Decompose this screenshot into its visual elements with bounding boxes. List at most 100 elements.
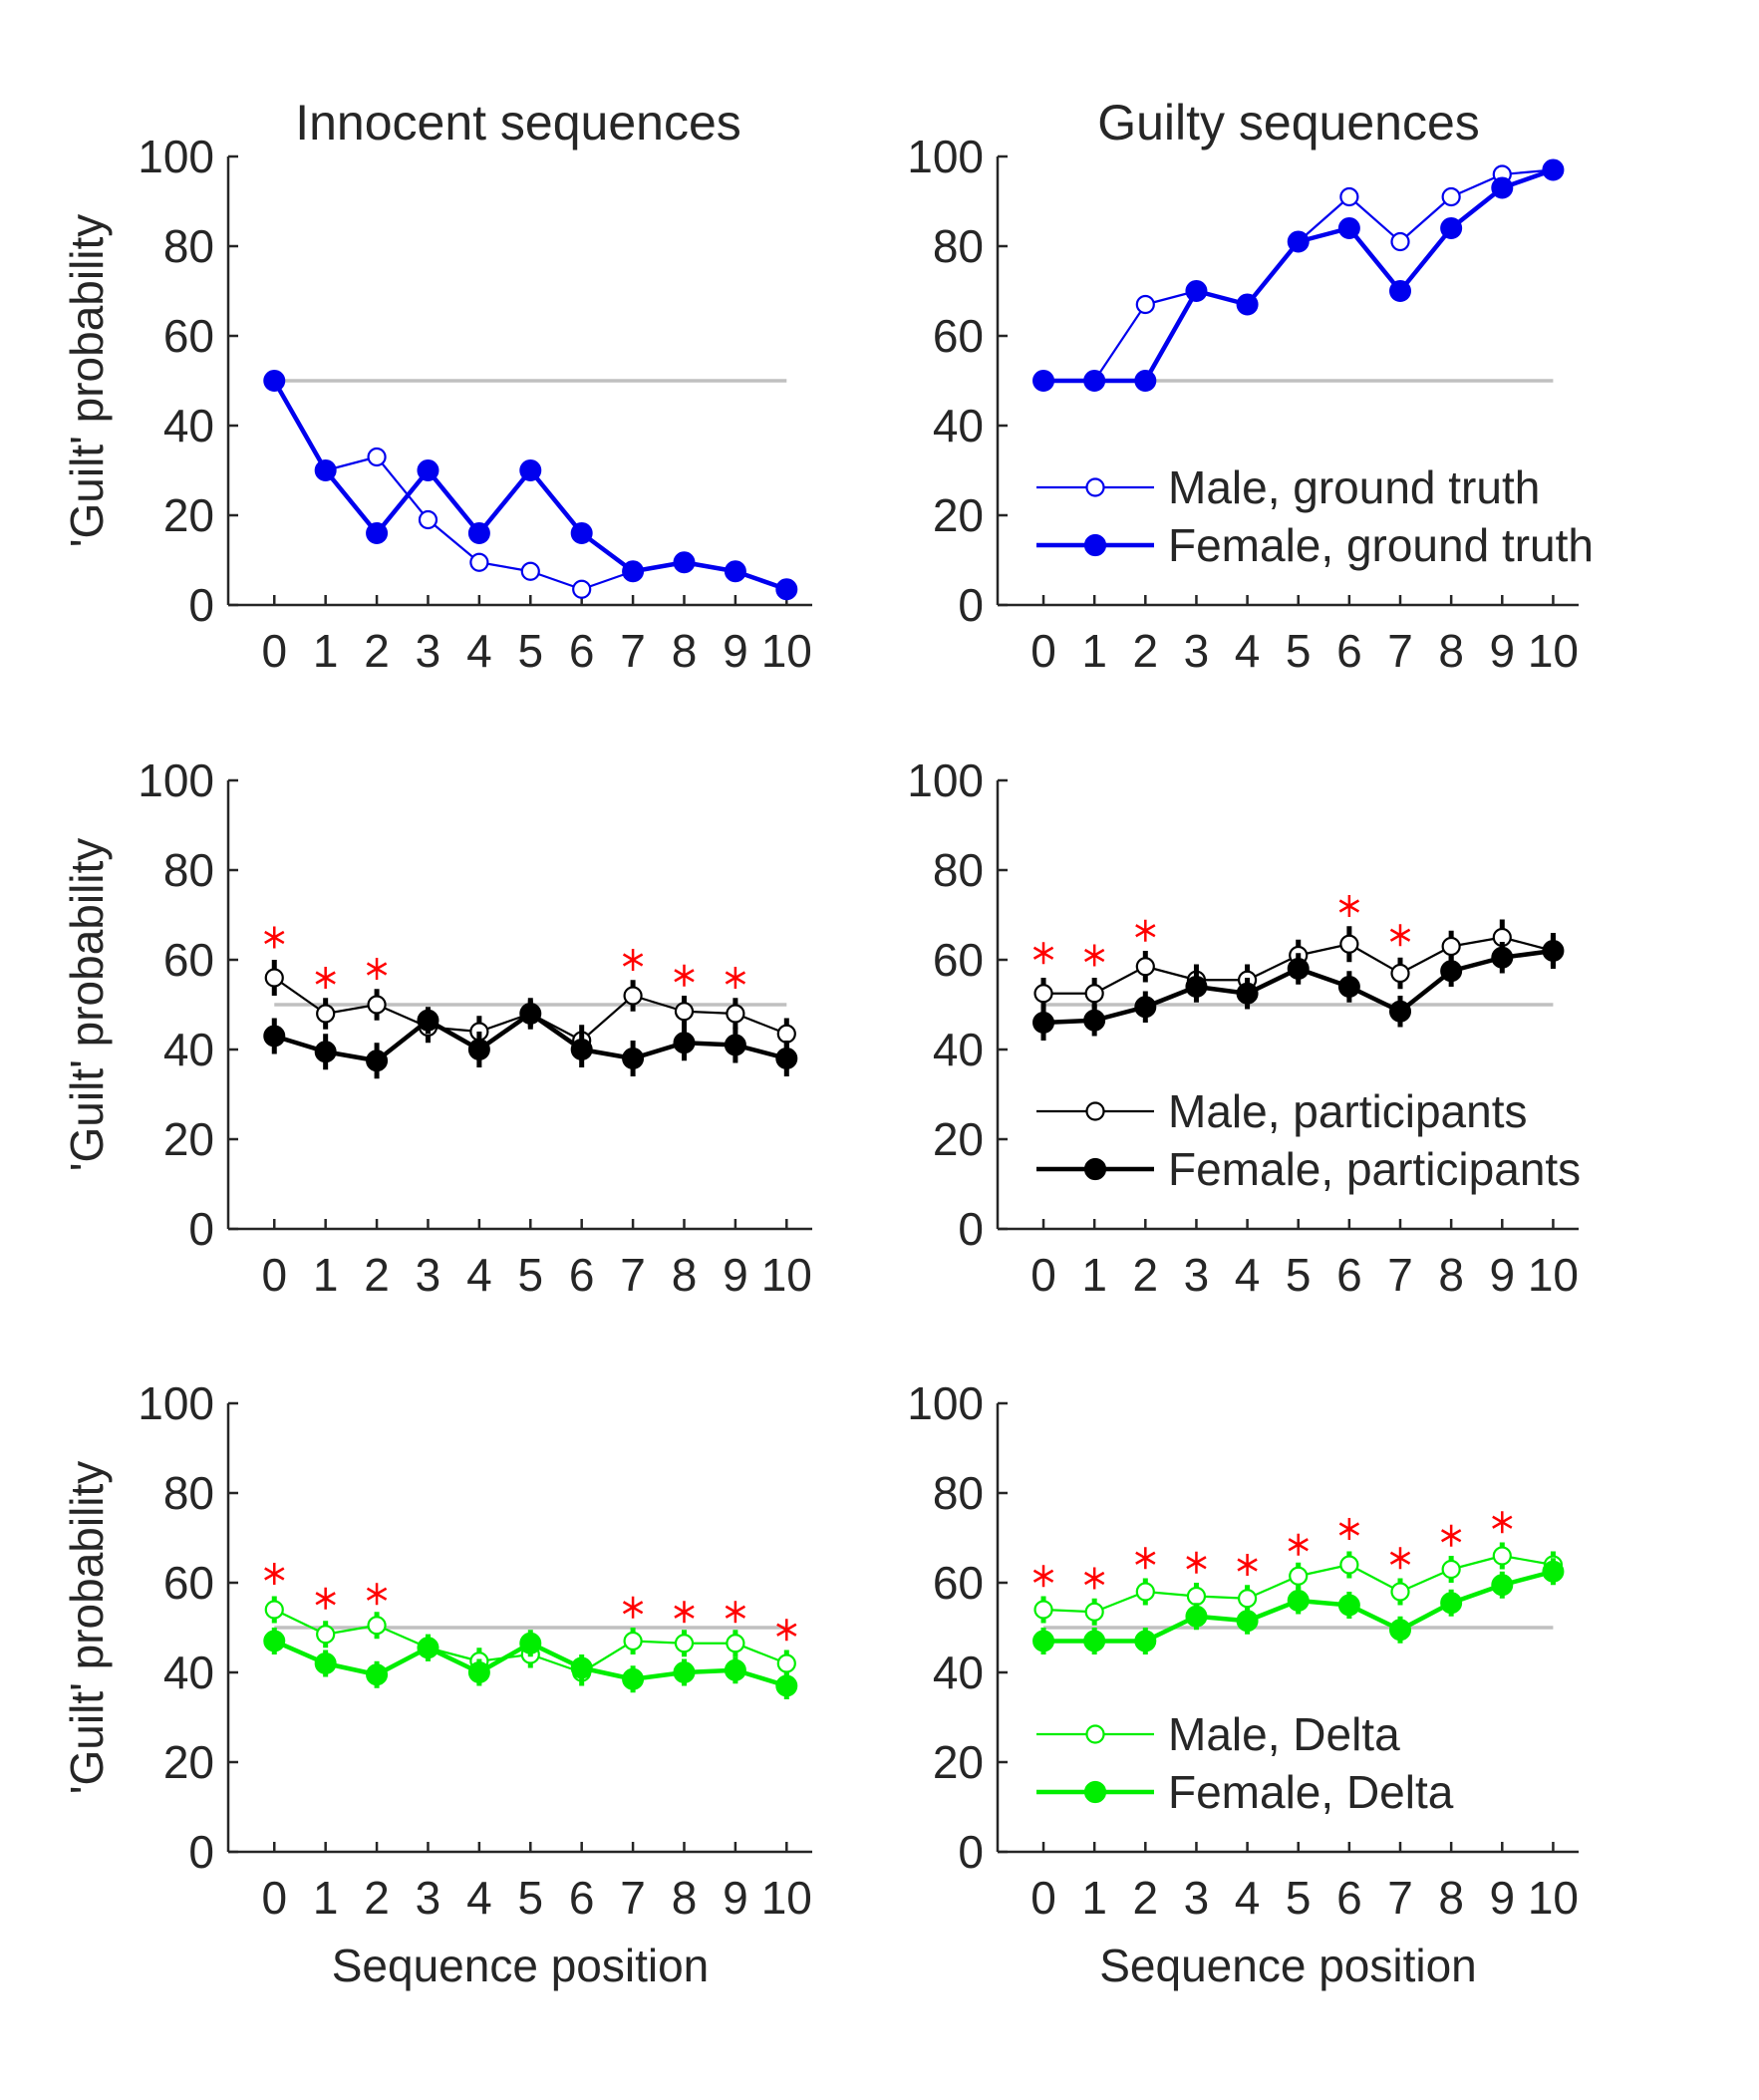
- legend-label: Male, participants: [1168, 1085, 1528, 1137]
- significance-asterisk: [674, 1601, 695, 1624]
- significance-asterisk: [315, 1587, 336, 1610]
- x-tick-label: 1: [1081, 1249, 1107, 1301]
- data-point: [775, 1048, 798, 1069]
- significance-asterisk: [315, 967, 336, 989]
- data-point: [467, 1661, 490, 1683]
- significance-asterisk: [1338, 895, 1360, 917]
- x-tick-label: 6: [1336, 625, 1362, 677]
- y-tick-label: 100: [907, 754, 984, 806]
- data-point: [1389, 1619, 1412, 1642]
- data-point: [1492, 1546, 1512, 1566]
- data-point: [1389, 280, 1412, 302]
- x-tick-label: 8: [672, 1249, 698, 1301]
- series-female: [263, 370, 798, 601]
- data-point: [1083, 370, 1106, 392]
- legend-label: Female, Delta: [1168, 1766, 1454, 1818]
- data-point: [1440, 217, 1463, 239]
- data-point: [776, 1024, 796, 1044]
- significance-asterisk: [622, 949, 644, 971]
- y-tick-label: 80: [163, 844, 214, 896]
- x-tick-label: 2: [364, 1872, 390, 1924]
- significance-asterisk: [725, 1601, 746, 1624]
- x-tick-label: 9: [1489, 1249, 1515, 1301]
- y-tick-label: 40: [163, 1647, 214, 1698]
- data-point: [1135, 294, 1155, 315]
- data-point: [1083, 1009, 1106, 1032]
- y-tick-label: 0: [958, 1203, 984, 1255]
- data-point: [314, 1652, 337, 1674]
- x-tick-label: 0: [261, 1872, 287, 1924]
- significance-asterisk: [1135, 1547, 1156, 1570]
- y-tick-label: 60: [933, 310, 984, 362]
- legend-label: Female, participants: [1168, 1143, 1581, 1195]
- data-point: [1389, 1000, 1412, 1023]
- x-tick-label: 5: [1286, 1249, 1312, 1301]
- y-tick-label: 100: [138, 131, 214, 182]
- data-point: [1390, 1582, 1410, 1602]
- data-point: [417, 1009, 440, 1032]
- x-tick-label: 7: [620, 625, 646, 677]
- data-point: [1032, 370, 1055, 392]
- data-point: [726, 1634, 745, 1653]
- x-tick-label: 6: [1336, 1249, 1362, 1301]
- y-tick-label: 0: [958, 579, 984, 631]
- significance-asterisk: [366, 1583, 388, 1606]
- significance-asterisk: [725, 967, 746, 989]
- data-point: [776, 1653, 796, 1673]
- y-tick-label: 40: [163, 1024, 214, 1075]
- series-female: [263, 1000, 798, 1079]
- x-tick-label: 9: [723, 1249, 748, 1301]
- data-point: [467, 522, 490, 544]
- y-tick-label: 40: [933, 400, 984, 451]
- data-point: [519, 1003, 542, 1025]
- data-point: [367, 995, 387, 1015]
- y-tick-label: 40: [933, 1024, 984, 1075]
- x-tick-label: 8: [1438, 1249, 1464, 1301]
- data-point: [1337, 217, 1360, 239]
- data-point: [1236, 982, 1259, 1005]
- series-male: [264, 371, 796, 599]
- x-tick-label: 0: [261, 625, 287, 677]
- column-title-innocent: Innocent sequences: [295, 95, 741, 150]
- x-tick-label: 3: [1184, 625, 1210, 677]
- x-tick-label: 1: [1081, 625, 1107, 677]
- x-tick-label: 9: [1489, 625, 1515, 677]
- legend-label: Male, ground truth: [1168, 461, 1540, 513]
- x-tick-label: 0: [1030, 1872, 1056, 1924]
- significance-asterisk: [1389, 924, 1411, 947]
- y-tick-label: 0: [958, 1826, 984, 1878]
- data-point: [1287, 958, 1310, 980]
- data-point: [1032, 1630, 1055, 1652]
- data-point: [519, 1632, 542, 1654]
- x-tick-label: 9: [1489, 1872, 1515, 1924]
- x-tick-label: 8: [672, 625, 698, 677]
- data-point: [673, 1032, 696, 1054]
- data-point: [1084, 1602, 1104, 1622]
- data-point: [775, 578, 798, 601]
- significance-asterisk: [622, 1596, 644, 1619]
- x-tick-label: 7: [1387, 625, 1413, 677]
- x-tick-label: 4: [466, 1249, 492, 1301]
- significance-asterisk: [1237, 1554, 1258, 1576]
- series-line: [272, 379, 788, 592]
- data-point: [622, 1048, 645, 1069]
- series-female: [1032, 1558, 1565, 1654]
- data-point: [1186, 1586, 1207, 1607]
- data-point: [520, 561, 540, 581]
- data-point: [1440, 960, 1463, 983]
- data-point: [1134, 996, 1157, 1019]
- x-tick-label: 0: [261, 1249, 287, 1301]
- data-point: [263, 1630, 286, 1652]
- data-point: [1337, 976, 1360, 998]
- data-point: [469, 552, 489, 572]
- data-point: [1185, 1605, 1208, 1628]
- x-tick-label: 1: [313, 1249, 339, 1301]
- data-point: [367, 1616, 387, 1636]
- data-point: [366, 522, 389, 544]
- x-tick-label: 5: [517, 625, 543, 677]
- significance-asterisk: [1084, 1567, 1105, 1590]
- data-point: [1339, 934, 1359, 954]
- data-point: [674, 1002, 695, 1022]
- data-point: [1441, 936, 1461, 957]
